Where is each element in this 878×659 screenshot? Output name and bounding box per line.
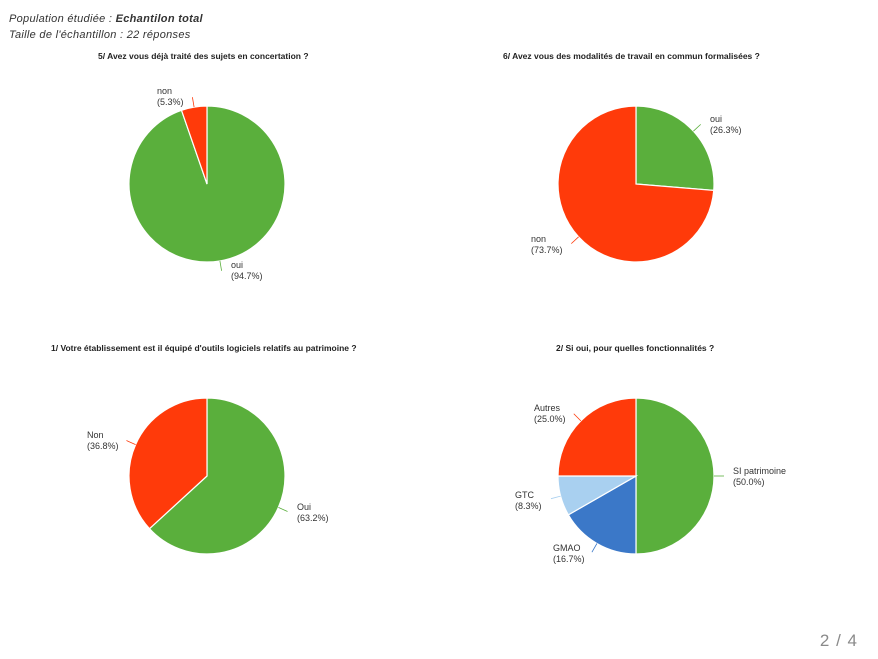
- slice-percent-label: (73.7%): [531, 245, 563, 255]
- pie-slice-non: [557, 105, 715, 263]
- slice-percent-label: (26.3%): [710, 125, 742, 135]
- pie-slice-si-patrimoine: [635, 397, 715, 555]
- slice-percent-label: (16.7%): [553, 554, 585, 564]
- population-line: Population étudiée : Echantilon total: [9, 13, 203, 25]
- pie-slice-non: [180, 105, 208, 185]
- slice-percent-label: (25.0%): [534, 414, 566, 424]
- slice-label: non: [531, 234, 546, 244]
- slice-label: oui: [231, 260, 243, 270]
- leader-line: [591, 543, 598, 553]
- leader-line: [550, 495, 561, 500]
- chart-title: 2/ Si oui, pour quelles fonctionnalités …: [556, 343, 715, 353]
- slice-percent-label: (63.2%): [297, 513, 329, 523]
- leader-line: [219, 260, 222, 271]
- slice-label: Autres: [534, 403, 561, 413]
- slice-label: oui: [710, 114, 722, 124]
- slice-percent-label: (94.7%): [231, 271, 263, 281]
- slice-percent-label: (50.0%): [733, 477, 765, 487]
- slice-label: GTC: [515, 490, 534, 500]
- leader-line: [192, 97, 195, 108]
- pie-slice-oui: [148, 397, 286, 555]
- sample-size-line: Taille de l'échantillon : 22 réponses: [9, 29, 191, 41]
- leader-line: [573, 413, 582, 422]
- slice-percent-label: (36.8%): [87, 441, 119, 451]
- population-value: Echantilon total: [115, 13, 203, 25]
- leader-line: [693, 124, 701, 132]
- pie-slice-autres: [557, 397, 637, 477]
- slice-label: GMAO: [553, 543, 581, 553]
- pie-slice-non: [128, 397, 208, 530]
- leader-line: [278, 507, 288, 512]
- leader-line: [571, 236, 579, 244]
- slice-label: non: [157, 86, 172, 96]
- header: Population étudiée : Echantilon total Ta…: [9, 11, 203, 43]
- slice-percent-label: (5.3%): [157, 97, 184, 107]
- chart-title: 5/ Avez vous déjà traité des sujets en c…: [98, 51, 309, 61]
- slice-percent-label: (8.3%): [515, 501, 542, 511]
- slice-label: SI patrimoine: [733, 466, 786, 476]
- leader-line: [126, 440, 136, 445]
- chart-title: 1/ Votre établissement est il équipé d'o…: [51, 343, 357, 353]
- slice-label: Oui: [297, 502, 311, 512]
- slice-label: Non: [87, 430, 104, 440]
- page-number: 2 / 4: [819, 631, 858, 650]
- chart-title: 6/ Avez vous des modalités de travail en…: [503, 51, 760, 61]
